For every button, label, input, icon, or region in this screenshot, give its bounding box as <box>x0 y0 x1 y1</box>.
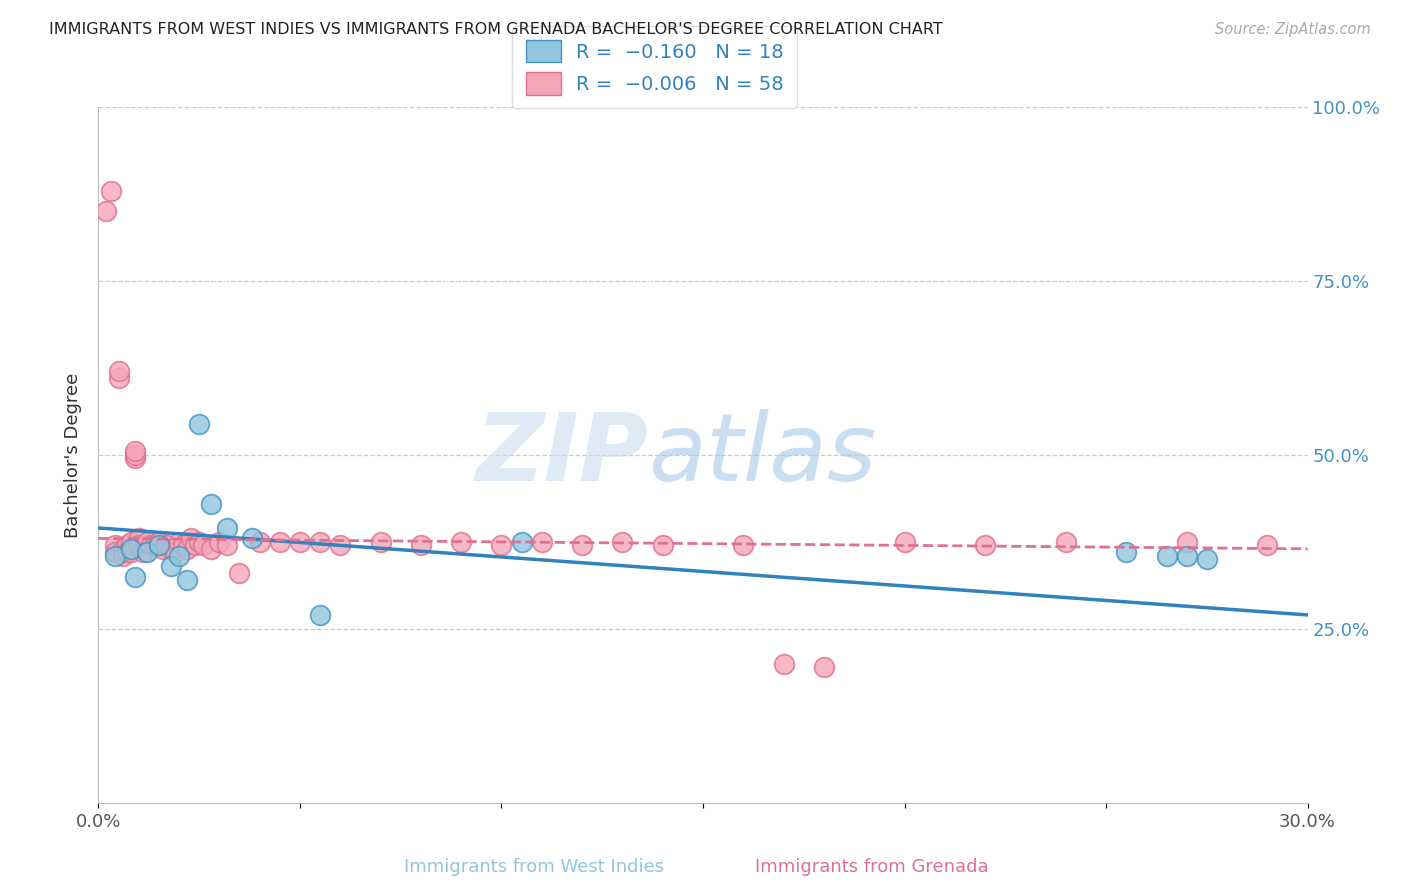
Point <box>510 534 533 549</box>
Point <box>1156 549 1178 563</box>
Point <box>409 538 432 552</box>
Point <box>152 541 174 556</box>
Point <box>893 534 915 549</box>
Point <box>1115 545 1137 559</box>
Point <box>107 364 129 378</box>
Point <box>160 559 183 574</box>
Point <box>135 534 157 549</box>
Point <box>128 538 150 552</box>
Point <box>156 538 179 552</box>
Point <box>115 538 138 552</box>
Point <box>571 538 593 552</box>
Text: Immigrants from West Indies: Immigrants from West Indies <box>404 858 665 876</box>
Point <box>772 657 794 671</box>
Y-axis label: Bachelor's Degree: Bachelor's Degree <box>63 372 82 538</box>
Point <box>176 541 198 556</box>
Point <box>228 566 250 581</box>
Text: Immigrants from Grenada: Immigrants from Grenada <box>755 858 988 876</box>
Point <box>329 538 352 552</box>
Point <box>1175 549 1198 563</box>
Point <box>132 545 155 559</box>
Text: IMMIGRANTS FROM WEST INDIES VS IMMIGRANTS FROM GRENADA BACHELOR'S DEGREE CORRELA: IMMIGRANTS FROM WEST INDIES VS IMMIGRANT… <box>49 22 943 37</box>
Point <box>370 534 392 549</box>
Point <box>120 541 142 556</box>
Point <box>188 534 211 549</box>
Point <box>450 534 472 549</box>
Point <box>269 534 291 549</box>
Point <box>167 549 190 563</box>
Point <box>530 534 553 549</box>
Point <box>160 541 183 556</box>
Point <box>651 538 673 552</box>
Point <box>100 184 122 198</box>
Text: ZIP: ZIP <box>475 409 648 501</box>
Text: atlas: atlas <box>648 409 877 500</box>
Point <box>103 549 125 563</box>
Point <box>115 545 138 559</box>
Point <box>176 573 198 587</box>
Point <box>124 570 146 584</box>
Point <box>148 538 170 552</box>
Point <box>111 549 134 563</box>
Point <box>180 532 202 546</box>
Point <box>120 545 142 559</box>
Point <box>288 534 311 549</box>
Point <box>309 607 332 622</box>
Point <box>135 545 157 559</box>
Point <box>167 534 190 549</box>
Point <box>309 534 332 549</box>
Point <box>172 538 194 552</box>
Point <box>491 538 513 552</box>
Point <box>200 541 222 556</box>
Point <box>1175 534 1198 549</box>
Legend: R =  −0.160   N = 18, R =  −0.006   N = 58: R = −0.160 N = 18, R = −0.006 N = 58 <box>512 26 797 108</box>
Point <box>139 538 162 552</box>
Point <box>124 451 146 466</box>
Point <box>111 541 134 556</box>
Point <box>96 204 118 219</box>
Point <box>103 545 125 559</box>
Point <box>120 534 142 549</box>
Point <box>1256 538 1278 552</box>
Point <box>107 371 129 385</box>
Point <box>193 538 215 552</box>
Point <box>974 538 997 552</box>
Point <box>124 448 146 462</box>
Point <box>217 538 239 552</box>
Point <box>188 417 211 431</box>
Point <box>103 538 125 552</box>
Point <box>733 538 755 552</box>
Point <box>813 660 835 674</box>
Point <box>1054 534 1077 549</box>
Point <box>143 538 166 552</box>
Point <box>217 521 239 535</box>
Point <box>200 497 222 511</box>
Point <box>163 545 186 559</box>
Text: Source: ZipAtlas.com: Source: ZipAtlas.com <box>1215 22 1371 37</box>
Point <box>124 444 146 458</box>
Point <box>148 534 170 549</box>
Point <box>1195 552 1218 566</box>
Point <box>128 532 150 546</box>
Point <box>240 532 263 546</box>
Point <box>249 534 271 549</box>
Point <box>208 534 231 549</box>
Point <box>612 534 634 549</box>
Point <box>184 538 207 552</box>
